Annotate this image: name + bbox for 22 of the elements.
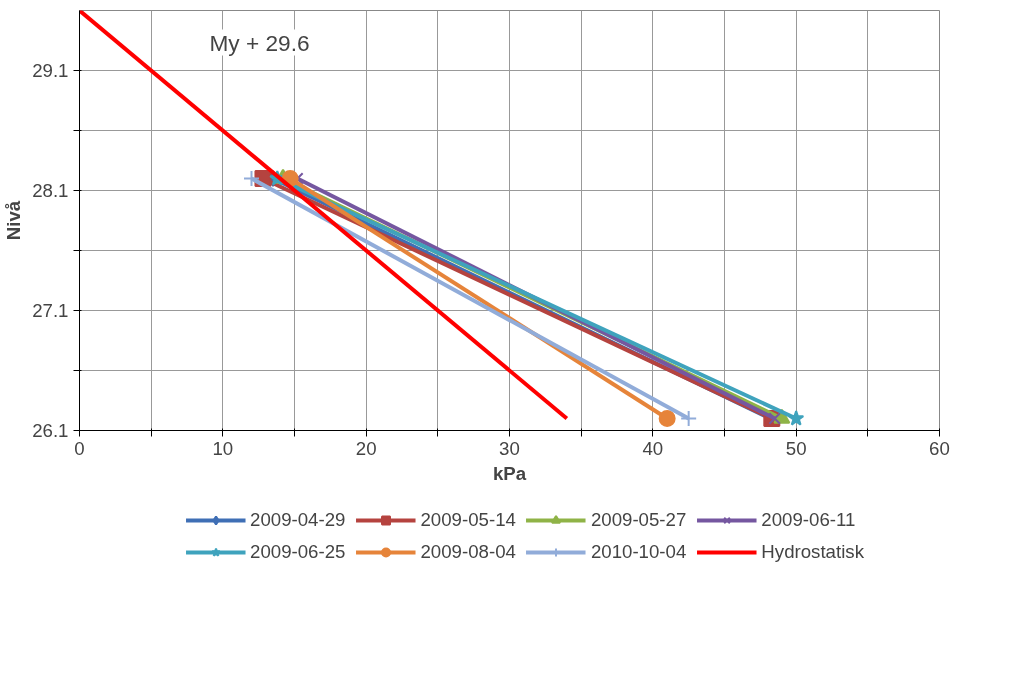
x-axis-title: kPa — [492, 462, 527, 484]
x-tick-label: 50 — [785, 437, 807, 459]
annotation: My + 29.6 — [209, 29, 310, 56]
y-tick-label: 27.1 — [32, 300, 69, 321]
x-tick-label: 20 — [355, 437, 377, 459]
y-tick-label: 29.1 — [32, 60, 69, 81]
legend-label: 2009-05-27 — [590, 509, 687, 531]
y-axis-title: Nivå — [3, 200, 25, 241]
legend-label: 2009-08-04 — [420, 541, 516, 563]
x-tick-label: 60 — [929, 437, 950, 459]
y-tick-label: 28.1 — [32, 180, 69, 201]
legend-label: 2009-05-14 — [420, 509, 516, 531]
legend-label: 2009-04-29 — [250, 509, 346, 531]
x-tick-label: 0 — [74, 437, 85, 459]
x-tick-label: 10 — [212, 437, 234, 459]
legend-label: 2009-06-11 — [761, 509, 856, 531]
legend-label: 2010-10-04 — [590, 541, 687, 563]
x-tick-label: 30 — [499, 437, 520, 459]
y-tick-label: 26.1 — [32, 420, 69, 441]
legend-label: 2009-06-25 — [250, 541, 346, 563]
legend-label: Hydrostatisk — [761, 541, 864, 563]
x-tick-label: 40 — [642, 437, 664, 459]
